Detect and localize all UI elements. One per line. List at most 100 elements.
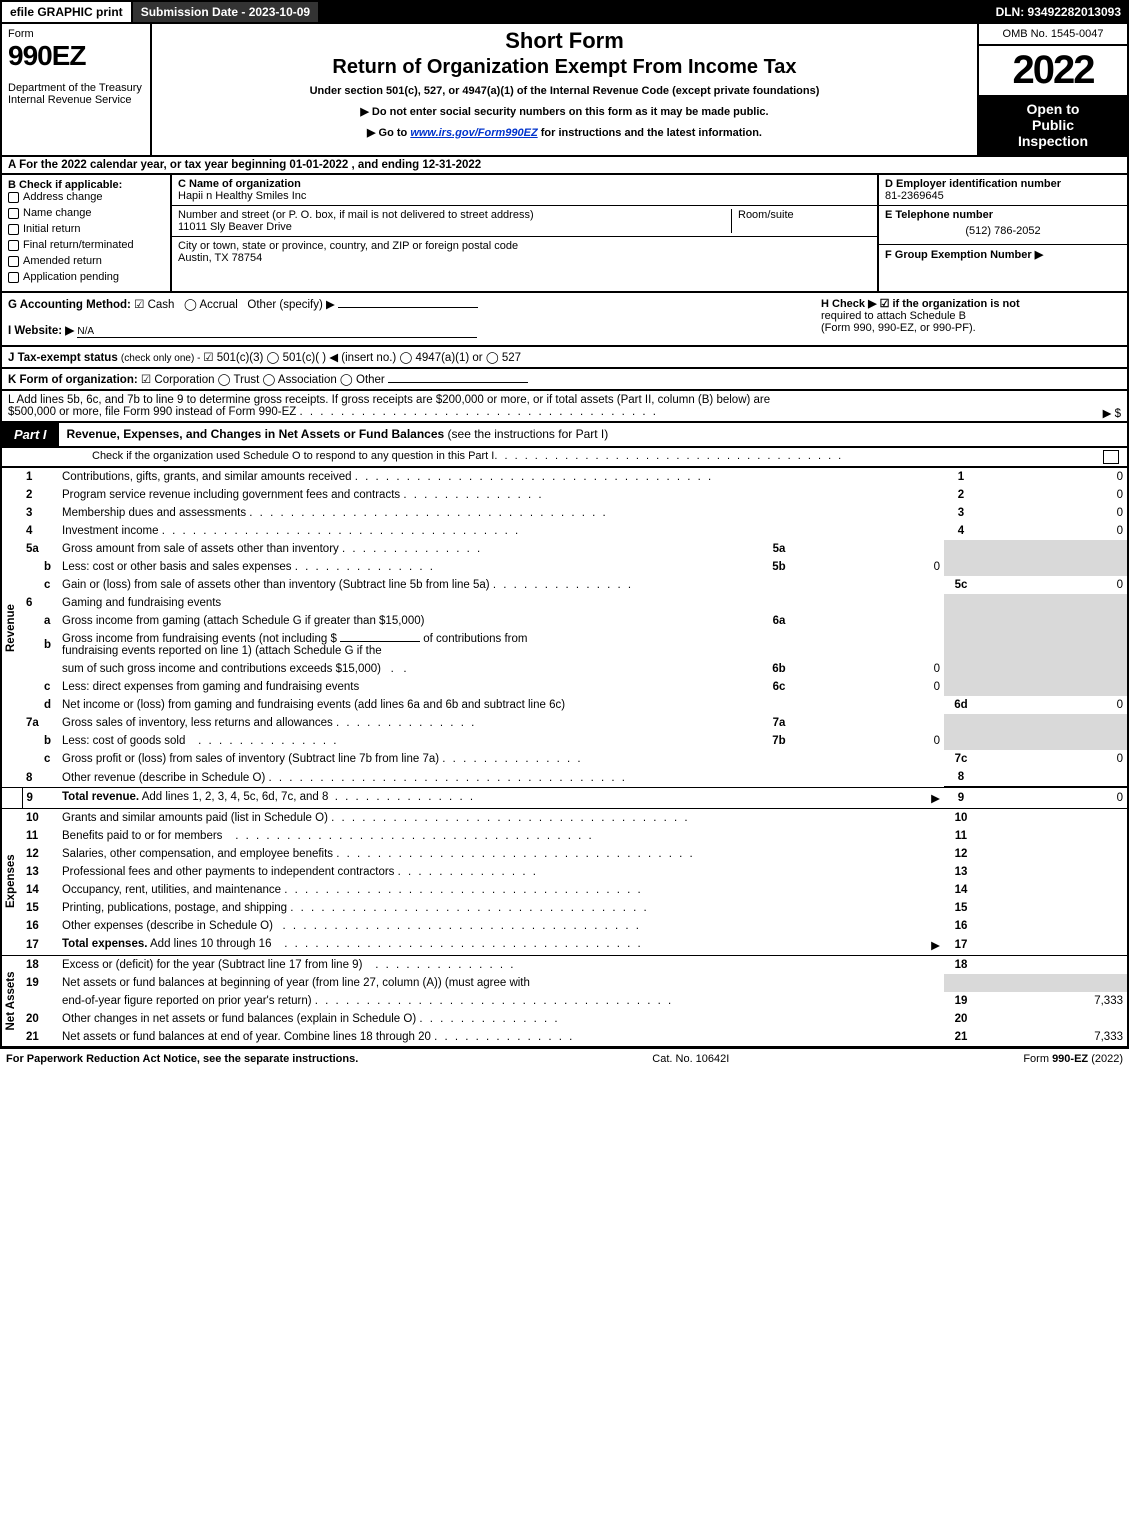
k-body: ☑ Corporation ◯ Trust ◯ Association ◯ Ot…	[141, 374, 385, 386]
h-line1: H Check ▶ ☑ if the organization is not	[821, 297, 1121, 310]
ln20-desc: Other changes in net assets or fund bala…	[58, 1010, 944, 1028]
ln4-rval: 0	[978, 522, 1128, 540]
ln5b-mnum: 5b	[764, 558, 794, 576]
ln5a-desc: Gross amount from sale of assets other t…	[58, 540, 764, 558]
l-text2: $500,000 or more, file Form 990 instead …	[8, 406, 296, 418]
g-other-blank[interactable]	[338, 307, 478, 308]
c-name-label: C Name of organization	[178, 178, 871, 190]
ln15-num: 15	[22, 899, 58, 917]
ln6b-blank[interactable]	[340, 641, 420, 642]
part-i-header: Part I Revenue, Expenses, and Changes in…	[0, 423, 1129, 448]
row-13: 13 Professional fees and other payments …	[1, 863, 1128, 881]
ln18-num: 18	[22, 955, 58, 974]
c-city-label: City or town, state or province, country…	[178, 240, 871, 252]
irs-link[interactable]: www.irs.gov/Form990EZ	[410, 127, 537, 139]
row-6c: c Less: direct expenses from gaming and …	[1, 678, 1128, 696]
ln6b2-rval-shade	[978, 660, 1128, 678]
chk-amended-return[interactable]: Amended return	[8, 255, 164, 267]
row-3: 3 Membership dues and assessments 3 0	[1, 504, 1128, 522]
dept-treasury: Department of the Treasury	[8, 82, 144, 94]
ln1-desc: Contributions, gifts, grants, and simila…	[58, 468, 944, 486]
c-city-row: City or town, state or province, country…	[172, 237, 877, 267]
ln7b-rnum-shade	[944, 732, 978, 750]
chk-application-pending[interactable]: Application pending	[8, 271, 164, 283]
row-5c: c Gain or (loss) from sale of assets oth…	[1, 576, 1128, 594]
ln6b-rval-shade	[978, 630, 1128, 660]
ln15-rnum: 15	[944, 899, 978, 917]
line-a: A For the 2022 calendar year, or tax yea…	[0, 157, 1129, 175]
ln15-desc: Printing, publications, postage, and shi…	[58, 899, 944, 917]
k-other-blank[interactable]	[388, 382, 528, 383]
ln19-rval-shade	[978, 974, 1128, 992]
part-i-checkbox[interactable]	[1103, 450, 1119, 464]
ln11-num: 11	[22, 827, 58, 845]
ln5a-rnum-shade	[944, 540, 978, 558]
l-tail: ▶ $	[1103, 406, 1121, 420]
ln13-rval	[978, 863, 1128, 881]
ln7a-mnum: 7a	[764, 714, 794, 732]
checkbox-icon	[8, 240, 19, 251]
l-dots	[299, 406, 719, 418]
i-pre: I Website: ▶	[8, 325, 74, 337]
page-footer: For Paperwork Reduction Act Notice, see …	[0, 1048, 1129, 1069]
org-city: Austin, TX 78754	[178, 252, 871, 264]
irs-link-text: www.irs.gov/Form990EZ	[410, 127, 537, 139]
ln7a-rnum-shade	[944, 714, 978, 732]
chk-name-change[interactable]: Name change	[8, 207, 164, 219]
row-7a: 7a Gross sales of inventory, less return…	[1, 714, 1128, 732]
ln5c-desc: Gain or (loss) from sale of assets other…	[58, 576, 944, 594]
ln9-num: 9	[22, 787, 58, 808]
ln5b-rval-shade	[978, 558, 1128, 576]
ln17-rnum: 17	[944, 935, 978, 956]
ln5c-num: c	[22, 576, 58, 594]
chk-label-address: Address change	[23, 191, 103, 203]
ln5b-desc: Less: cost or other basis and sales expe…	[58, 558, 764, 576]
ln6d-rnum: 6d	[944, 696, 978, 714]
ln19-num: 19	[22, 974, 58, 992]
ln6b-mnum: 6b	[764, 660, 794, 678]
ln6b-num: b	[22, 630, 58, 660]
ln6a-num: a	[22, 612, 58, 630]
ln6d-rval: 0	[978, 696, 1128, 714]
top-bar-spacer	[320, 2, 989, 22]
chk-address-change[interactable]: Address change	[8, 191, 164, 203]
chk-initial-return[interactable]: Initial return	[8, 223, 164, 235]
submission-date-button[interactable]: Submission Date - 2023-10-09	[133, 2, 320, 22]
ln19-rval: 7,333	[978, 992, 1128, 1010]
row-2: 2 Program service revenue including gove…	[1, 486, 1128, 504]
ln14-rval	[978, 881, 1128, 899]
chk-final-return[interactable]: Final return/terminated	[8, 239, 164, 251]
ln7b-mnum: 7b	[764, 732, 794, 750]
ln7b-rval-shade	[978, 732, 1128, 750]
ln8-rval	[978, 768, 1128, 787]
row-7b: b Less: cost of goods sold 7b 0	[1, 732, 1128, 750]
ln7a-mval	[794, 714, 944, 732]
ln1-rval: 0	[978, 468, 1128, 486]
ln6d-num: d	[22, 696, 58, 714]
open-to-public-badge: Open to Public Inspection	[979, 95, 1127, 155]
ln9-rnum: 9	[944, 787, 978, 808]
title-return-exempt: Return of Organization Exempt From Incom…	[160, 56, 969, 79]
ln3-rnum: 3	[944, 504, 978, 522]
f-group-exemption: F Group Exemption Number ▶	[879, 245, 1127, 264]
org-address: 11011 Sly Beaver Drive	[178, 221, 731, 233]
ln9-desc: Total revenue. Add lines 1, 2, 3, 4, 5c,…	[58, 787, 944, 808]
website-value: N/A	[77, 326, 477, 338]
ln5a-mval	[794, 540, 944, 558]
ln7c-desc: Gross profit or (loss) from sales of inv…	[58, 750, 944, 768]
ln5a-num: 5a	[22, 540, 58, 558]
ln11-rnum: 11	[944, 827, 978, 845]
ln12-desc: Salaries, other compensation, and employ…	[58, 845, 944, 863]
efile-print-button[interactable]: efile GRAPHIC print	[2, 2, 133, 22]
part-i-dots	[494, 450, 1103, 464]
ln5b-rnum-shade	[944, 558, 978, 576]
goto-post: for instructions and the latest informat…	[538, 127, 762, 139]
row-5a: 5a Gross amount from sale of assets othe…	[1, 540, 1128, 558]
header-left: Form 990EZ Department of the Treasury In…	[2, 24, 152, 155]
ln10-num: 10	[22, 808, 58, 827]
ln10-rval	[978, 808, 1128, 827]
row-6a: a Gross income from gaming (attach Sched…	[1, 612, 1128, 630]
dln-label: DLN: 93492282013093	[990, 2, 1127, 22]
row-14: 14 Occupancy, rent, utilities, and maint…	[1, 881, 1128, 899]
e-phone: E Telephone number (512) 786-2052	[879, 206, 1127, 245]
